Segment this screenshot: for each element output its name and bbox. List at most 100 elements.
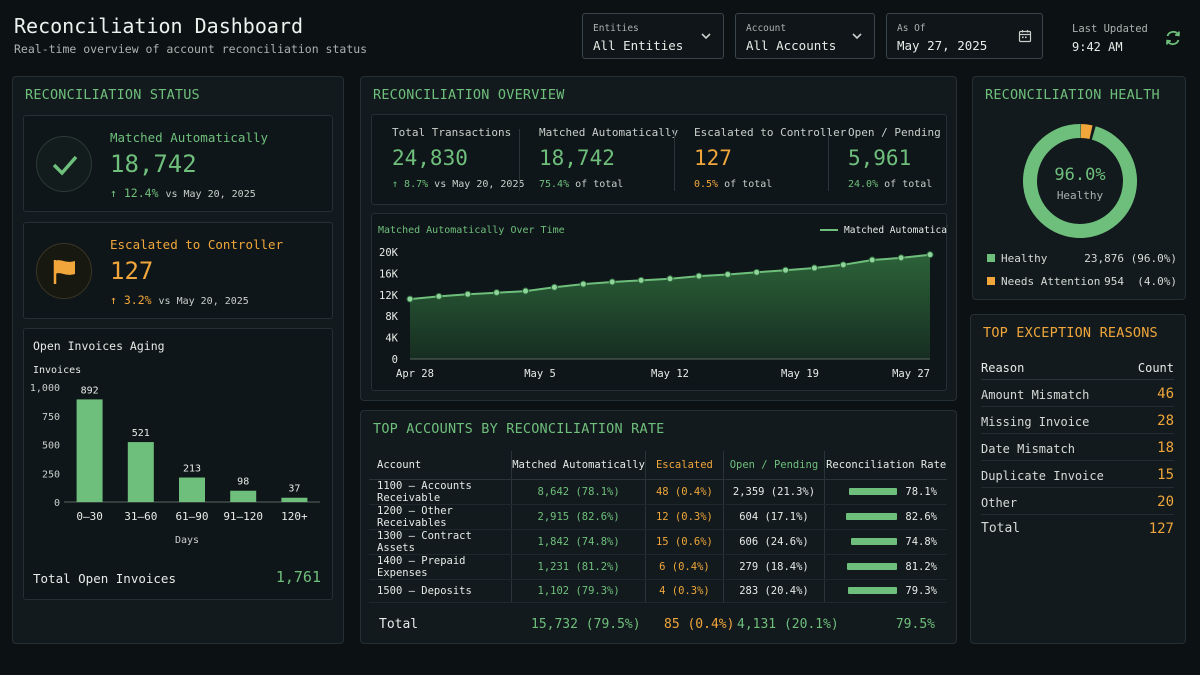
line-legend-label: Matched Automatically <box>844 225 948 236</box>
account-filter[interactable]: Account All Accounts <box>735 13 875 59</box>
flag-icon <box>53 260 75 284</box>
rate-text: 74.8% <box>905 535 937 548</box>
as-of-date-picker[interactable]: As Of May 27, 2025 <box>886 13 1043 59</box>
kpi-sub-text: of total <box>575 179 624 190</box>
chevron-down-icon <box>701 33 711 40</box>
matched-change-value: 12.4% <box>123 186 159 200</box>
table-row[interactable]: 1100 – Accounts Receivable 8,642 (78.1%) 4… <box>369 479 947 505</box>
aging-bar-label: 892 <box>81 385 99 396</box>
health-legend-needs-attention: Needs Attention 954 (4.0%) <box>987 275 1177 288</box>
last-updated-time: 9:42 AM <box>1072 40 1123 54</box>
aging-bar[interactable] <box>127 442 154 502</box>
escalated-change: ↑ 3.2% vs May 20, 2025 <box>110 293 249 307</box>
line-x-tick: May 12 <box>651 368 689 380</box>
kpi-sub-value: 8.7% <box>404 179 429 190</box>
line-point[interactable] <box>695 272 703 280</box>
line-point[interactable] <box>464 290 472 298</box>
line-point[interactable] <box>810 264 818 272</box>
last-updated-label: Last Updated <box>1072 23 1148 35</box>
entities-filter-value: All Entities <box>593 38 684 53</box>
table-row[interactable]: 1200 – Other Receivables 2,915 (82.6%) 12 … <box>369 504 947 530</box>
line-point[interactable] <box>493 289 501 297</box>
total-open: 4,131 (20.1%) <box>737 617 839 632</box>
exceptions-panel-title: TOP EXCEPTION REASONS <box>983 325 1158 341</box>
aging-y-tick: 500 <box>42 441 60 452</box>
line-point[interactable] <box>637 276 645 284</box>
table-row[interactable]: 1300 – Contract Assets 1,842 (74.8%) 15 (0… <box>369 529 947 555</box>
health-panel-title: RECONCILIATION HEALTH <box>985 87 1160 103</box>
line-point[interactable] <box>926 251 934 259</box>
line-point[interactable] <box>782 266 790 274</box>
line-point[interactable] <box>897 254 905 262</box>
matched-change-vs: vs May 20, 2025 <box>165 189 256 200</box>
rate-bar <box>846 513 898 520</box>
kpi-sub-value: 24.0% <box>848 179 879 190</box>
kpi-sub-text: of total <box>884 179 933 190</box>
escalated-to-controller-card: Escalated to Controller 127 ↑ 3.2% vs Ma… <box>23 222 333 319</box>
line-point[interactable] <box>839 261 847 269</box>
aging-bar[interactable] <box>230 490 257 502</box>
exception-row[interactable]: Date Mismatch 18 <box>981 434 1174 461</box>
cell-escalated: 48 (0.4%) <box>645 479 724 505</box>
check-icon <box>52 155 78 176</box>
cell-account: 1200 – Other Receivables <box>369 504 512 530</box>
line-point[interactable] <box>550 283 558 291</box>
entities-filter[interactable]: Entities All Entities <box>582 13 724 59</box>
table-row[interactable]: 1500 – Deposits 1,102 (79.3%) 4 (0.3%) 283 … <box>369 579 947 603</box>
exceptions-total-row: Total 127 <box>981 515 1174 542</box>
refresh-icon[interactable] <box>1163 28 1183 48</box>
kpi-sub: ↑ 8.7% vs May 20, 2025 <box>392 179 524 190</box>
cell-rate: 82.6% <box>824 504 947 530</box>
donut-slice-healthy[interactable] <box>1018 119 1142 243</box>
line-point[interactable] <box>724 270 732 278</box>
kpi-sub-value: 0.5% <box>694 179 719 190</box>
as-of-value: May 27, 2025 <box>897 38 988 53</box>
kpi-value: 5,961 <box>848 146 912 170</box>
line-point[interactable] <box>753 268 761 276</box>
legend-value: 954 (4.0%) <box>1104 275 1177 288</box>
reconciliation-status-panel: RECONCILIATION STATUS Matched Automatica… <box>12 76 344 644</box>
rate-bar <box>849 488 898 495</box>
total-open-invoices-value: 1,761 <box>275 568 321 586</box>
matched-over-time-card: Matched Automatically Over Time Matched A… <box>371 213 964 391</box>
line-point[interactable] <box>868 256 876 264</box>
kpi-value: 127 <box>694 146 732 170</box>
exception-row[interactable]: Other 20 <box>981 488 1174 515</box>
cell-open: 606 (24.6%) <box>722 529 825 555</box>
col-rate: Reconciliation Rate <box>824 451 947 480</box>
aging-bar[interactable] <box>281 497 308 502</box>
arrow-up-icon: ↑ <box>110 293 117 307</box>
cell-account: 1300 – Contract Assets <box>369 529 512 555</box>
table-row[interactable]: 1400 – Prepaid Expenses 1,231 (81.2%) 6 (0… <box>369 554 947 580</box>
aging-bar-label: 521 <box>132 428 150 439</box>
exception-row[interactable]: Missing Invoice 28 <box>981 407 1174 434</box>
line-point[interactable] <box>579 280 587 288</box>
exception-reason: Other <box>981 496 1018 510</box>
line-point[interactable] <box>406 295 414 303</box>
exception-row[interactable]: Amount Mismatch 46 <box>981 380 1174 407</box>
line-point[interactable] <box>608 278 616 286</box>
rate-text: 82.6% <box>905 510 937 523</box>
rate-bar <box>847 563 898 570</box>
aging-y-tick: 250 <box>42 469 60 480</box>
rate-text: 79.3% <box>905 584 937 597</box>
rate-text: 81.2% <box>905 560 937 573</box>
exception-row[interactable]: Duplicate Invoice 15 <box>981 461 1174 488</box>
cell-open: 604 (17.1%) <box>722 504 825 530</box>
escalated-value: 127 <box>110 257 154 285</box>
exceptions-header-row: Reason Count <box>981 353 1174 380</box>
rate-bar <box>851 538 898 545</box>
line-point[interactable] <box>435 292 443 300</box>
aging-bar[interactable] <box>76 399 103 502</box>
cell-rate: 79.3% <box>824 579 947 603</box>
aging-bar[interactable] <box>179 477 205 502</box>
cell-escalated: 12 (0.3%) <box>645 504 724 530</box>
line-point[interactable] <box>522 287 530 295</box>
aging-y-label: Invoices <box>33 365 81 376</box>
line-point[interactable] <box>666 275 674 283</box>
aging-bar-label: 213 <box>183 464 201 475</box>
health-center-label: Healthy <box>1056 189 1104 202</box>
legend-label: Healthy <box>1001 252 1048 265</box>
escalated-label: Escalated to Controller <box>110 237 284 252</box>
legend-value: 23,876 (96.0%) <box>1084 252 1177 265</box>
